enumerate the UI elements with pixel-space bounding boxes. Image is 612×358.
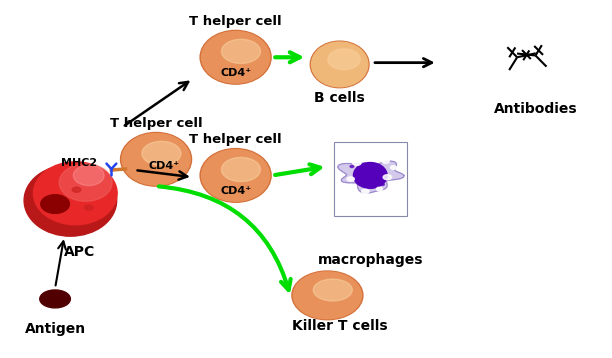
Circle shape [84, 205, 93, 210]
Ellipse shape [122, 134, 190, 185]
Ellipse shape [73, 165, 104, 186]
Circle shape [40, 290, 70, 308]
Ellipse shape [313, 279, 353, 301]
Circle shape [370, 153, 376, 156]
Text: T helper cell: T helper cell [110, 117, 203, 130]
Text: macrophages: macrophages [318, 252, 423, 267]
Circle shape [381, 183, 384, 185]
Ellipse shape [201, 32, 270, 83]
Circle shape [350, 165, 354, 168]
Ellipse shape [121, 132, 192, 186]
Text: Antigen: Antigen [24, 322, 86, 337]
Text: Killer T cells: Killer T cells [292, 319, 387, 333]
Text: Antibodies: Antibodies [494, 102, 577, 116]
Text: CD4⁺: CD4⁺ [149, 161, 179, 171]
Ellipse shape [200, 149, 271, 202]
Ellipse shape [200, 30, 271, 84]
Circle shape [362, 189, 369, 194]
Ellipse shape [310, 41, 369, 88]
Text: T helper cell: T helper cell [189, 15, 282, 28]
Ellipse shape [59, 164, 112, 201]
Ellipse shape [24, 165, 117, 236]
Circle shape [382, 159, 389, 163]
Ellipse shape [34, 162, 117, 225]
Text: CD4⁺: CD4⁺ [220, 186, 251, 196]
Ellipse shape [41, 195, 69, 213]
Text: B cells: B cells [315, 91, 365, 106]
Circle shape [353, 160, 361, 165]
Text: CD4⁺: CD4⁺ [220, 68, 251, 78]
Ellipse shape [201, 150, 270, 201]
Circle shape [72, 187, 81, 192]
Ellipse shape [142, 141, 181, 165]
Circle shape [359, 155, 364, 158]
Ellipse shape [222, 39, 261, 63]
Circle shape [383, 175, 392, 180]
Polygon shape [338, 161, 404, 193]
Circle shape [376, 187, 382, 191]
Ellipse shape [353, 163, 387, 188]
Ellipse shape [222, 158, 261, 182]
Circle shape [390, 166, 397, 169]
Ellipse shape [292, 271, 363, 320]
Circle shape [362, 167, 366, 169]
Ellipse shape [312, 42, 368, 87]
Ellipse shape [328, 49, 360, 70]
Circle shape [347, 177, 354, 181]
Ellipse shape [293, 272, 362, 319]
Text: T helper cell: T helper cell [189, 133, 282, 146]
Text: MHC2: MHC2 [61, 158, 97, 168]
FancyBboxPatch shape [334, 142, 406, 216]
Text: APC: APC [64, 245, 95, 260]
